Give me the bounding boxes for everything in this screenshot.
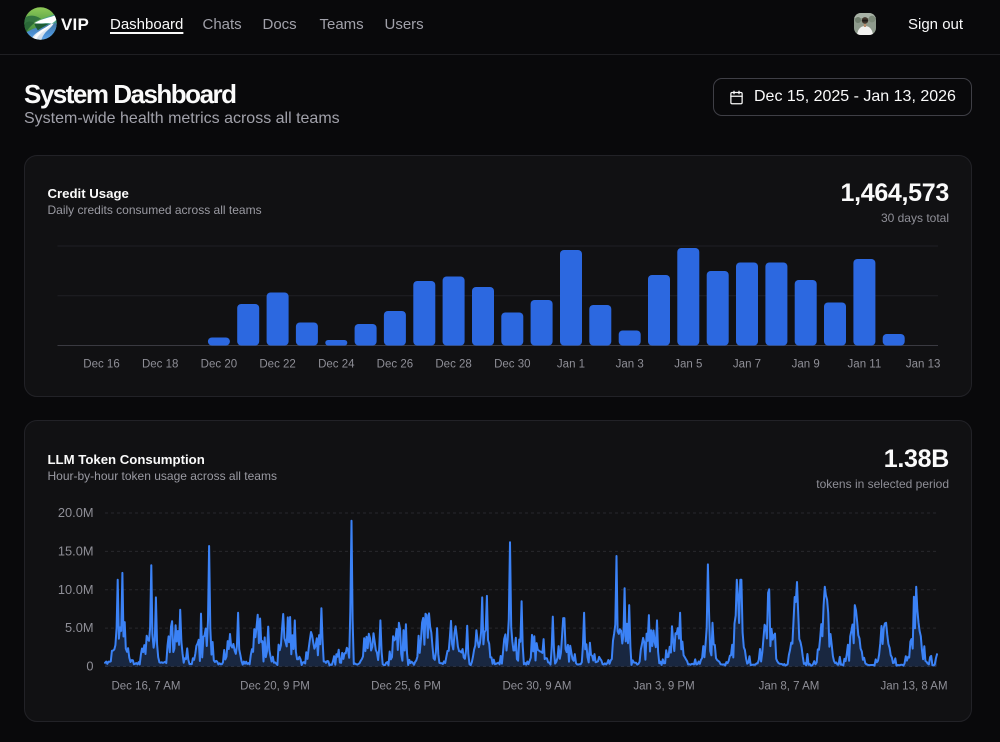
svg-text:Jan 5: Jan 5 (674, 358, 702, 370)
svg-text:Dec 20: Dec 20 (201, 358, 237, 370)
svg-text:Dec 16, 7 AM: Dec 16, 7 AM (111, 681, 180, 693)
svg-text:Jan 7: Jan 7 (733, 358, 761, 370)
svg-text:Jan 9: Jan 9 (792, 358, 820, 370)
svg-text:Dec 22: Dec 22 (259, 358, 295, 370)
svg-text:Dec 30: Dec 30 (494, 358, 530, 370)
svg-text:Jan 8, 7 AM: Jan 8, 7 AM (759, 681, 820, 693)
svg-text:Dec 28: Dec 28 (435, 358, 471, 370)
svg-text:Jan 13: Jan 13 (906, 358, 941, 370)
svg-text:0: 0 (86, 659, 93, 674)
svg-text:Dec 20, 9 PM: Dec 20, 9 PM (240, 681, 310, 693)
svg-text:15.0M: 15.0M (58, 543, 94, 558)
svg-text:20.0M: 20.0M (58, 505, 94, 520)
svg-text:Dec 30, 9 AM: Dec 30, 9 AM (502, 681, 571, 693)
svg-text:Dec 24: Dec 24 (318, 358, 355, 370)
svg-text:10.0M: 10.0M (58, 582, 94, 597)
svg-text:Dec 18: Dec 18 (142, 358, 178, 370)
svg-text:Dec 25, 6 PM: Dec 25, 6 PM (371, 681, 441, 693)
svg-text:Jan 3: Jan 3 (616, 358, 644, 370)
svg-text:Jan 1: Jan 1 (557, 358, 585, 370)
svg-text:5.0M: 5.0M (65, 620, 93, 635)
svg-text:Jan 13, 8 AM: Jan 13, 8 AM (880, 681, 947, 693)
svg-text:Jan 11: Jan 11 (848, 358, 882, 370)
svg-text:Dec 26: Dec 26 (377, 358, 413, 370)
svg-text:Jan 3, 9 PM: Jan 3, 9 PM (633, 681, 694, 693)
svg-text:Dec 16: Dec 16 (83, 358, 119, 370)
